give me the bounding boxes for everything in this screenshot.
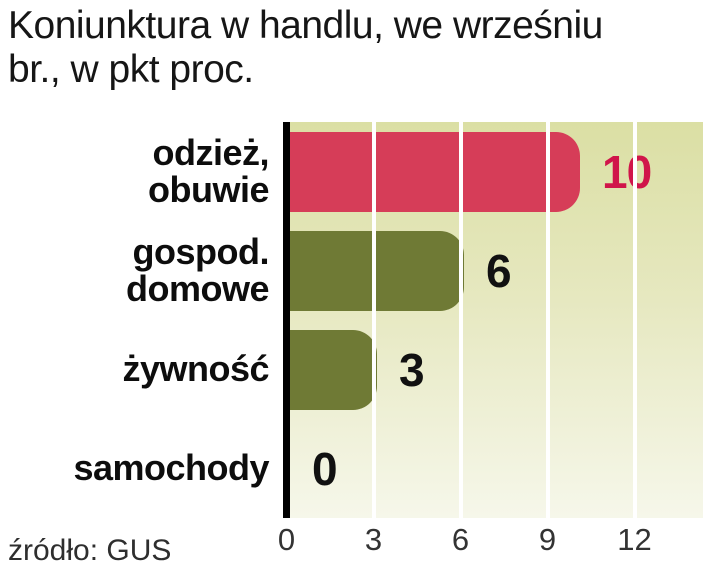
bar-row: 3 [290, 320, 703, 419]
plot-area: 10 6 3 0 [283, 122, 703, 518]
bar-row: 6 [290, 221, 703, 320]
source-label: źródło: GUS [8, 534, 172, 567]
bar-value-label: 3 [399, 343, 425, 396]
y-axis-line [283, 122, 290, 518]
x-tick-label: 6 [451, 522, 470, 557]
bar [290, 230, 464, 311]
category-label: gospod. domowe [125, 230, 270, 309]
bar-value-label: 10 [602, 145, 652, 198]
bar-row: 10 [290, 122, 703, 221]
x-tick-label: 3 [364, 522, 383, 557]
bar-value-label: 0 [312, 442, 338, 495]
category-labels: odzież, obuwie gospod. domowe żywność samoc… [0, 122, 283, 518]
x-axis-ticks: 0 3 6 9 12 [0, 522, 720, 564]
chart-title: Koniunktura w handlu, we wrześniu br., w… [8, 4, 603, 92]
bar-value-label: 6 [486, 244, 512, 297]
x-tick-label: 9 [538, 522, 557, 557]
bar-row: 0 [290, 419, 703, 518]
x-tick-label: 0 [277, 522, 296, 557]
bar [290, 329, 377, 410]
bar [290, 131, 580, 212]
category-label: samochody [73, 447, 269, 489]
category-label: odzież, obuwie [148, 131, 270, 210]
bar-rows: 10 6 3 0 [290, 122, 703, 518]
x-tick-label: 12 [617, 522, 652, 557]
category-label: żywność [122, 348, 269, 390]
